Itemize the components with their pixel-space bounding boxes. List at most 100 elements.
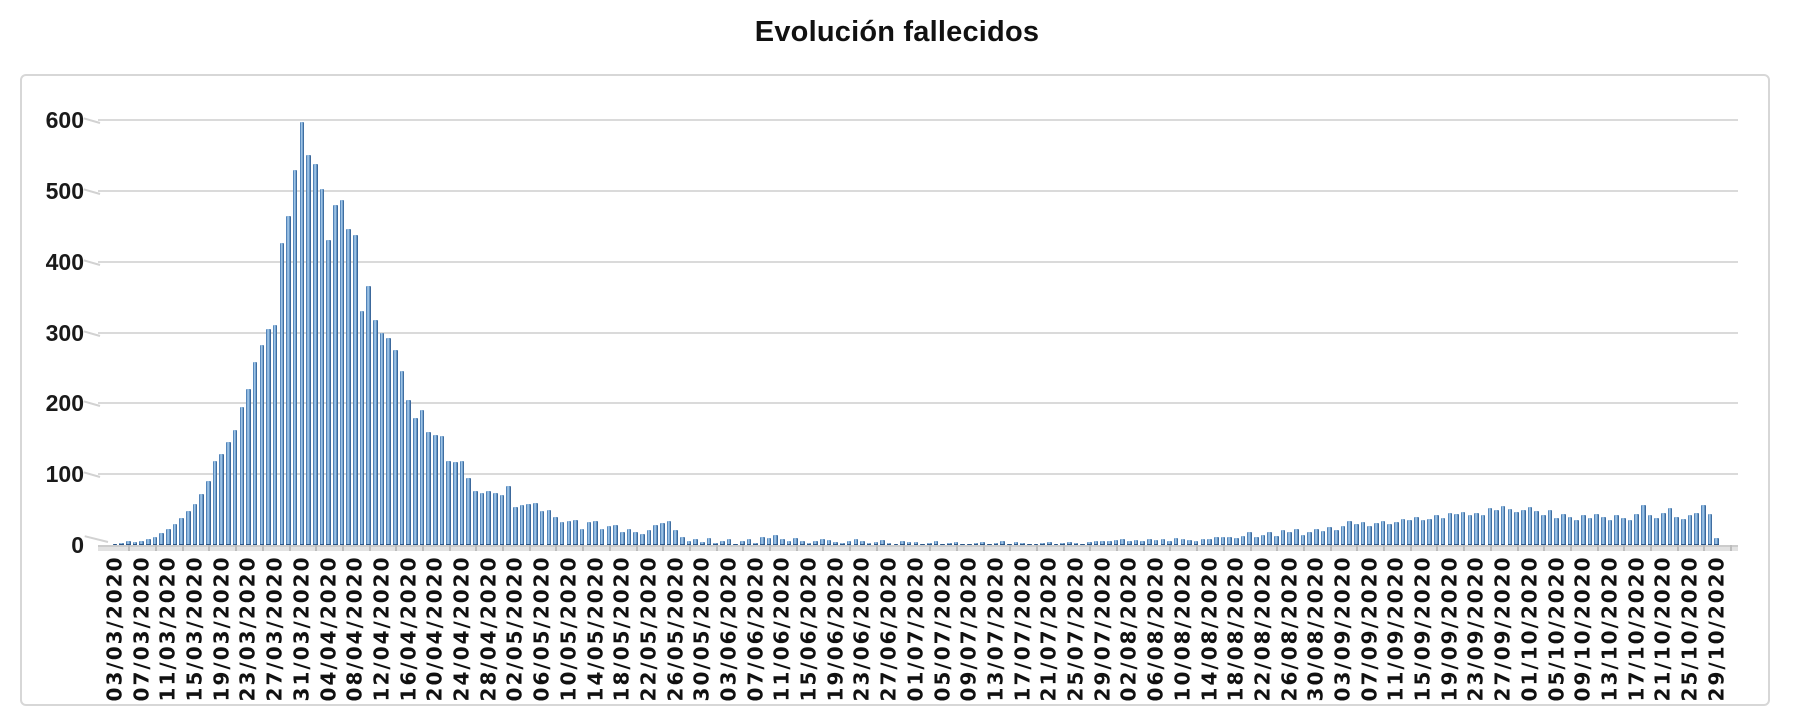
bar [1560,513,1566,545]
bar [833,542,839,545]
bar [1167,540,1172,545]
x-axis-tick-label: 22/08/2020 [1250,555,1275,702]
x-axis-tick-label: 29/07/2020 [1090,555,1115,702]
x-axis-tick [1543,545,1546,551]
bar [1060,542,1065,545]
bar [940,543,945,545]
bar [1133,540,1139,545]
bar [1113,540,1119,545]
bar [359,311,365,545]
bar [266,328,271,545]
x-axis-tick-label: 17/07/2020 [1010,555,1035,702]
bar [553,516,558,545]
bar [506,486,512,545]
bar [1000,541,1005,545]
bar [1360,522,1366,545]
x-axis-tick-label: 02/08/2020 [1116,555,1141,702]
x-axis-tick [1302,545,1305,551]
bar [720,540,725,545]
x-axis-tick [128,545,131,551]
x-axis-tick-label: 30/05/2020 [689,555,714,702]
bar [1567,516,1573,545]
x-axis-tick-label: 07/03/2020 [129,555,154,702]
bar [1067,542,1072,545]
bar [1193,540,1199,545]
bar [486,491,492,545]
gridline-bevel [83,471,101,479]
bar [479,492,485,545]
bar [813,540,819,545]
bar [679,537,685,545]
bar [1047,542,1052,545]
x-axis-tick-label: 05/10/2020 [1544,555,1569,702]
bar [906,542,912,545]
bar [1040,542,1045,545]
bar [1514,512,1519,545]
x-axis-tick-label: 06/05/2020 [529,555,554,702]
bar [1334,530,1339,545]
x-axis-tick [475,545,478,551]
bar [192,503,198,545]
bar [1013,542,1019,545]
bar [413,417,418,545]
gridline-bevel [83,117,101,124]
x-axis-tick-label: 18/08/2020 [1223,555,1248,702]
bar [1580,515,1586,545]
x-axis-tick-label: 25/07/2020 [1063,555,1088,702]
x-axis-tick [1356,545,1359,551]
bar [1407,520,1413,545]
bar [1661,513,1666,545]
x-axis-tick-label: 14/08/2020 [1197,555,1222,702]
bar [1641,504,1646,545]
x-axis-tick-label: 07/06/2020 [743,555,768,702]
bar [853,539,859,545]
x-axis-tick-label: 07/09/2020 [1357,555,1382,702]
x-axis-tick-label: 13/10/2020 [1597,555,1622,702]
bar [1267,532,1272,545]
bar [533,502,538,545]
bar [1414,516,1419,545]
bar [1367,525,1372,545]
x-axis-tick [1142,545,1145,551]
x-axis-tick-label: 09/10/2020 [1570,555,1595,702]
x-axis-tick [1623,545,1626,551]
bar [279,242,285,545]
x-axis-tick [1276,545,1279,551]
bar [1207,539,1212,545]
bar [573,520,578,545]
x-axis-tick-label: 01/10/2020 [1517,555,1542,702]
bar [1233,537,1239,545]
bar [179,518,185,545]
x-axis-tick [1249,545,1252,551]
bar [1180,538,1186,545]
bar [760,536,765,545]
x-axis-tick [902,545,905,551]
bar [1140,540,1146,545]
bar [666,520,672,545]
bar [986,543,992,545]
x-axis-tick [181,545,184,551]
bar [880,540,885,545]
bar [1487,508,1493,545]
bar [473,491,478,545]
bar [1227,536,1232,545]
bar [980,542,985,545]
bar [1280,530,1286,545]
bar [740,541,745,545]
bar [1434,514,1439,545]
bar [352,234,358,545]
bar [286,215,291,545]
bar [1380,520,1386,545]
x-axis-tick-label: 23/09/2020 [1463,555,1488,702]
bar [953,542,959,545]
bar [372,319,378,545]
bar [1527,507,1533,545]
x-axis-tick [1116,545,1119,551]
x-axis-tick-label: 11/03/2020 [155,555,180,702]
bar [1147,538,1152,545]
bar [1394,522,1399,545]
y-axis-tick-label: 0 [71,532,84,558]
bar [1507,508,1513,545]
bar [1073,542,1079,545]
bar [132,542,138,545]
